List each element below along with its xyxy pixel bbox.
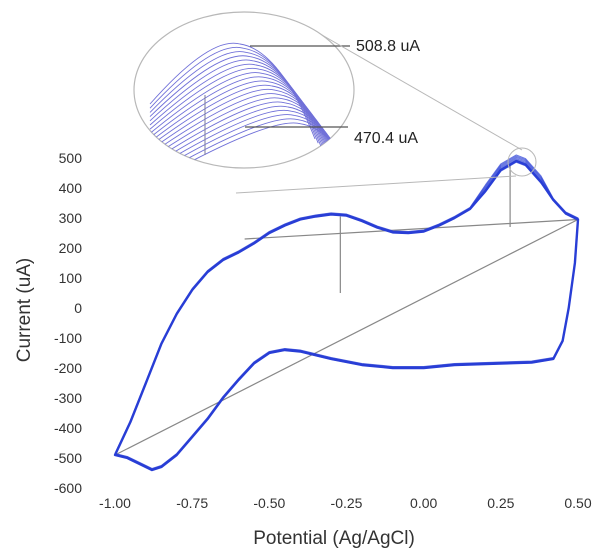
y-tick-label: 200 [59, 240, 83, 256]
y-tick-label: -600 [54, 480, 82, 496]
x-tick-label: -0.50 [253, 495, 285, 511]
annotation-upper: 508.8 uA [356, 38, 420, 55]
zoom-connector-bottom [235, 175, 517, 194]
y-tick-label: 400 [59, 180, 83, 196]
x-tick-label: 0.50 [564, 495, 591, 511]
cv-cycle-line [114, 161, 579, 471]
baseline-line [244, 218, 579, 240]
zoom-source-circle [507, 147, 537, 177]
x-tick-label: 0.00 [410, 495, 437, 511]
y-tick-label: 300 [59, 210, 83, 226]
y-tick-label: -500 [54, 450, 82, 466]
cv-cycle-line [114, 156, 579, 470]
cv-cycle-line [114, 159, 579, 471]
zoom-inset: 508.8 uA 470.4 uA [133, 11, 420, 169]
cv-cycle-line [114, 154, 579, 470]
x-tick-label: -0.75 [176, 495, 208, 511]
inset-cycle-line [149, 122, 354, 168]
y-tick-label: -300 [54, 390, 82, 406]
y-axis-title: Current (uA) [14, 258, 35, 363]
baselines [114, 164, 579, 456]
y-tick-label: 500 [59, 150, 83, 166]
tick-labels: -1.00 -0.75 -0.50 -0.25 0.00 0.25 0.50 500 400 30… [54, 150, 592, 511]
x-tick-label: -1.00 [99, 495, 131, 511]
x-tick-label: 0.25 [487, 495, 514, 511]
cv-cycle-line [114, 155, 579, 470]
zoom-connector-top [321, 34, 523, 151]
inset-frame [133, 11, 355, 169]
y-tick-label: 0 [74, 300, 82, 316]
y-tick-label: -100 [54, 330, 82, 346]
cv-cycle-line [113, 159, 580, 472]
voltammogram-curves [113, 154, 580, 472]
annotation-lower: 470.4 uA [354, 130, 418, 147]
x-axis-title: Potential (Ag/AgCl) [253, 528, 415, 549]
cv-cycle-line [114, 158, 579, 470]
x-tick-label: -0.25 [331, 495, 363, 511]
baseline-line [114, 218, 579, 456]
y-tick-label: -400 [54, 420, 82, 436]
y-tick-label: -200 [54, 360, 82, 376]
y-tick-label: 100 [59, 270, 83, 286]
